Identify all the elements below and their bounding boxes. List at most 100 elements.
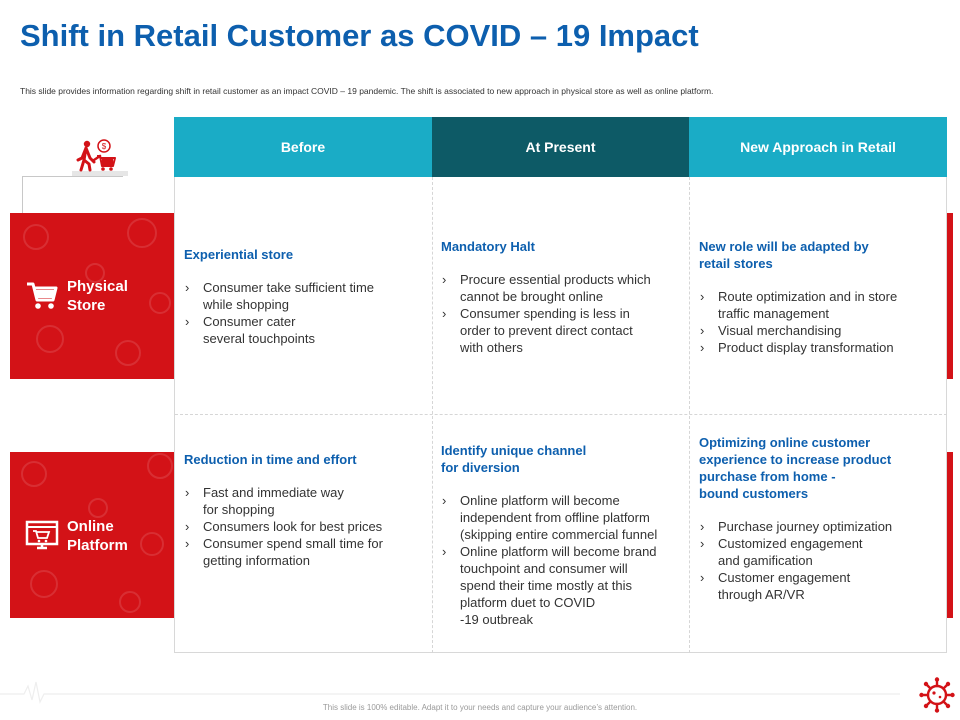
- footer-note: This slide is 100% editable. Adapt it to…: [322, 703, 638, 712]
- shopping-cart-icon: [27, 282, 58, 309]
- heartbeat-line-icon: [0, 681, 900, 704]
- cell-online-present: Identify unique channel for diversion On…: [441, 442, 681, 628]
- bullet-list: Purchase journey optimization Customized…: [699, 518, 924, 603]
- bullet-line: Consumer take sufficient time: [203, 280, 374, 295]
- cell-heading: Optimizing online customer experience to…: [699, 434, 924, 502]
- heading-line: Experiential store: [184, 247, 294, 262]
- label-line: Online: [67, 518, 114, 535]
- bullet-line: traffic management: [718, 306, 830, 321]
- bullet-line: platform duet to COVID: [460, 595, 596, 610]
- bullet-line: Visual merchandising: [718, 323, 842, 338]
- bullet-line: order to prevent direct contact: [460, 323, 633, 338]
- bullet-list: Online platform will become independent f…: [441, 492, 681, 628]
- cell-heading: Mandatory Halt: [441, 238, 666, 255]
- connector-line: [22, 176, 123, 215]
- person-shopping-icon: $: [72, 139, 128, 176]
- label-line: Physical: [67, 278, 128, 295]
- bullet-line: Procure essential products which: [460, 272, 651, 287]
- list-item: Consumer spending is less in order to pre…: [441, 305, 666, 356]
- list-item: Visual merchandising: [699, 322, 924, 339]
- heading-line: experience to increase product: [699, 452, 892, 467]
- list-item: Purchase journey optimization: [699, 518, 924, 535]
- list-item: Fast and immediate way for shopping: [184, 484, 409, 518]
- slide-subtitle: This slide provides information regardin…: [20, 86, 714, 96]
- list-item: Consumers look for best prices: [184, 518, 409, 535]
- bullet-line: spend their time mostly at this: [460, 578, 632, 593]
- bullet-line: Product display transformation: [718, 340, 894, 355]
- column-header-new-approach: New Approach in Retail: [689, 117, 947, 177]
- list-item: Online platform will become brand touchpo…: [441, 543, 681, 628]
- cell-online-before: Reduction in time and effort Fast and im…: [184, 451, 409, 569]
- bullet-line: Consumers look for best prices: [203, 519, 383, 534]
- column-header-before: Before: [174, 117, 432, 177]
- label-line: Platform: [67, 537, 128, 554]
- label-line: Store: [67, 297, 106, 314]
- bullet-line: for shopping: [203, 502, 275, 517]
- cell-physical-new: New role will be adapted by retail store…: [699, 238, 924, 356]
- heading-line: Optimizing online customer: [699, 435, 871, 450]
- row-label-text: Online Platform: [67, 517, 167, 555]
- bullet-line: Route optimization and in store: [718, 289, 898, 304]
- column-divider: [689, 177, 690, 653]
- heading-line: purchase from home -: [699, 469, 836, 484]
- heading-line: bound customers: [699, 486, 809, 501]
- bullet-line: Customer engagement: [718, 570, 851, 585]
- heading-line: for diversion: [441, 460, 520, 475]
- bullet-line: Online platform will become brand: [460, 544, 657, 559]
- online-store-icon: [25, 520, 59, 550]
- column-divider: [432, 177, 433, 653]
- list-item: Product display transformation: [699, 339, 924, 356]
- bullet-line: Consumer spending is less in: [460, 306, 630, 321]
- list-item: Consumer cater several touchpoints: [184, 313, 409, 347]
- bullet-list: Route optimization and in store traffic m…: [699, 288, 924, 356]
- list-item: Consumer spend small time for getting inf…: [184, 535, 409, 569]
- heading-line: New role will be adapted by: [699, 239, 869, 254]
- list-item: Online platform will become independent f…: [441, 492, 681, 543]
- bullet-list: Procure essential products which cannot b…: [441, 271, 666, 356]
- virus-pattern-icon: [23, 218, 171, 366]
- row-label-online-platform: Online Platform: [10, 452, 175, 618]
- list-item: Consumer take sufficient time while shopp…: [184, 279, 409, 313]
- bullet-line: and gamification: [718, 553, 813, 568]
- bullet-line: Consumer cater: [203, 314, 296, 329]
- bullet-line: several touchpoints: [203, 331, 316, 346]
- virus-pattern-icon: [21, 453, 173, 613]
- bullet-line: Purchase journey optimization: [718, 519, 893, 534]
- cell-heading: Identify unique channel for diversion: [441, 442, 681, 476]
- cell-physical-before: Experiential store Consumer take suffici…: [184, 246, 409, 347]
- bullet-line: getting information: [203, 553, 310, 568]
- bullet-line: (skipping entire commercial funnel: [460, 527, 658, 542]
- bullet-line: touchpoint and consumer will: [460, 561, 628, 576]
- bullet-line: cannot be brought online: [460, 289, 604, 304]
- heading-line: retail stores: [699, 256, 773, 271]
- bullet-line: Consumer spend small time for: [203, 536, 383, 551]
- cell-heading: New role will be adapted by retail store…: [699, 238, 924, 272]
- cell-heading: Experiential store: [184, 246, 409, 263]
- list-item: Procure essential products which cannot b…: [441, 271, 666, 305]
- bullet-line: Online platform will become: [460, 493, 620, 508]
- bullet-line: through AR/VR: [718, 587, 805, 602]
- row-label-physical-store: Physical Store: [10, 213, 175, 379]
- row-label-text: Physical Store: [67, 277, 167, 315]
- bullet-list: Consumer take sufficient time while shopp…: [184, 279, 409, 347]
- cell-heading: Reduction in time and effort: [184, 451, 409, 468]
- bullet-line: with others: [460, 340, 523, 355]
- list-item: Customer engagement through AR/VR: [699, 569, 924, 603]
- svg-text:$: $: [102, 142, 107, 151]
- cell-online-new: Optimizing online customer experience to…: [699, 434, 924, 603]
- bullet-line: independent from offline platform: [460, 510, 650, 525]
- slide-title: Shift in Retail Customer as COVID – 19 I…: [20, 18, 699, 53]
- list-item: Customized engagement and gamification: [699, 535, 924, 569]
- list-item: Route optimization and in store traffic m…: [699, 288, 924, 322]
- row-divider: [175, 414, 947, 415]
- right-accent-bar: [947, 213, 953, 379]
- bullet-line: -19 outbreak: [460, 612, 533, 627]
- bullet-line: Customized engagement: [718, 536, 863, 551]
- bullet-list: Fast and immediate way for shopping Consu…: [184, 484, 409, 569]
- heading-line: Mandatory Halt: [441, 239, 535, 254]
- column-header-at-present: At Present: [432, 117, 689, 177]
- cell-physical-present: Mandatory Halt Procure essential product…: [441, 238, 666, 356]
- bullet-line: while shopping: [203, 297, 290, 312]
- heading-line: Identify unique channel: [441, 443, 587, 458]
- heading-line: Reduction in time and effort: [184, 452, 357, 467]
